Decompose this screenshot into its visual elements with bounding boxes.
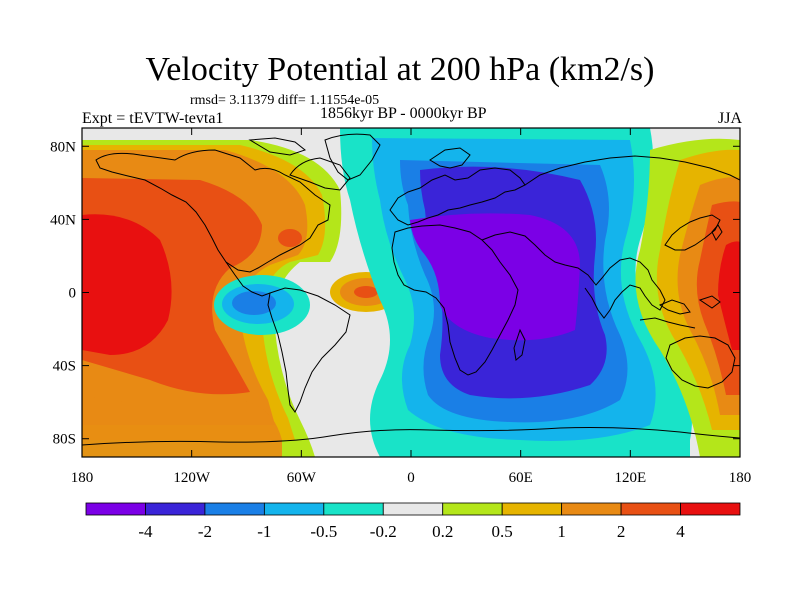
colorbar-label: -2: [198, 522, 212, 541]
period-label: 1856kyr BP - 0000kyr BP: [320, 105, 487, 122]
lat-tick-label: 80S: [53, 432, 76, 448]
colorbar-label: 0.2: [432, 522, 453, 541]
colorbar-box: [263, 502, 325, 516]
colorbar-label: 0.5: [492, 522, 513, 541]
chart-title: Velocity Potential at 200 hPa (km2/s): [145, 51, 655, 88]
lon-tick-label: 120E: [614, 470, 646, 486]
colorbar-box: [680, 502, 741, 516]
colorbar-label: -4: [138, 522, 153, 541]
lat-tick-label: 40N: [50, 212, 76, 228]
colorbar-box: [204, 502, 265, 516]
colorbar-box: [501, 502, 563, 516]
lat-tick-label: 40S: [53, 359, 76, 375]
negative-lobe-small: [214, 275, 310, 335]
colorbar-box: [442, 502, 503, 516]
lon-tick-label: 120W: [173, 470, 211, 486]
positive-lobe-west: [82, 140, 342, 457]
colorbar-box: [145, 502, 206, 516]
lon-tick-label: 60E: [509, 470, 533, 486]
colorbar-box: [382, 502, 444, 516]
lat-tick-label: 80N: [50, 139, 76, 155]
colorbar-box: [85, 502, 146, 516]
colorbar-label: 4: [676, 522, 685, 541]
lon-tick-label: 60W: [287, 470, 317, 486]
colorbar-label: -0.2: [370, 522, 397, 541]
lon-axis: 180 120W 60W 0 60E 120E 180: [71, 128, 752, 486]
contour-field: [82, 128, 740, 457]
lon-tick-label: 180: [729, 470, 752, 486]
colorbar-label: 1: [557, 522, 566, 541]
season-label: JJA: [717, 110, 742, 127]
lat-axis: 80N 40N 0 40S 80S: [50, 139, 740, 448]
lon-tick-label: 0: [407, 470, 415, 486]
stats-text: rmsd= 3.11379 diff= 1.11554e-05: [190, 93, 380, 108]
colorbar-box: [323, 502, 384, 516]
coastlines: [82, 133, 740, 446]
negative-lobe-main: [340, 128, 692, 457]
lat-tick-label: 0: [69, 286, 77, 302]
experiment-label: Expt = tEVTW-tevta1: [82, 110, 224, 127]
colorbar-label: 2: [617, 522, 626, 541]
colorbar-label: -0.5: [310, 522, 337, 541]
colorbar-box: [620, 502, 681, 516]
lon-tick-label: 180: [71, 470, 94, 486]
colorbar-label: -1: [257, 522, 271, 541]
colorbar: -4 -2 -1 -0.5 -0.2 0.2 0.5 1 2 4: [85, 502, 741, 541]
colorbar-box: [561, 502, 622, 516]
